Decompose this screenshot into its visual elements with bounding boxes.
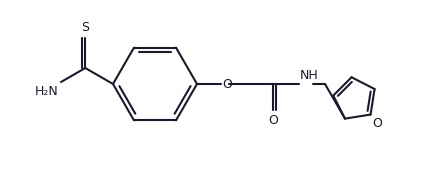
Text: O: O bbox=[222, 77, 232, 90]
Text: S: S bbox=[81, 21, 89, 34]
Text: O: O bbox=[268, 114, 278, 127]
Text: O: O bbox=[372, 117, 382, 130]
Text: H₂N: H₂N bbox=[34, 85, 58, 98]
Text: NH: NH bbox=[300, 69, 319, 82]
